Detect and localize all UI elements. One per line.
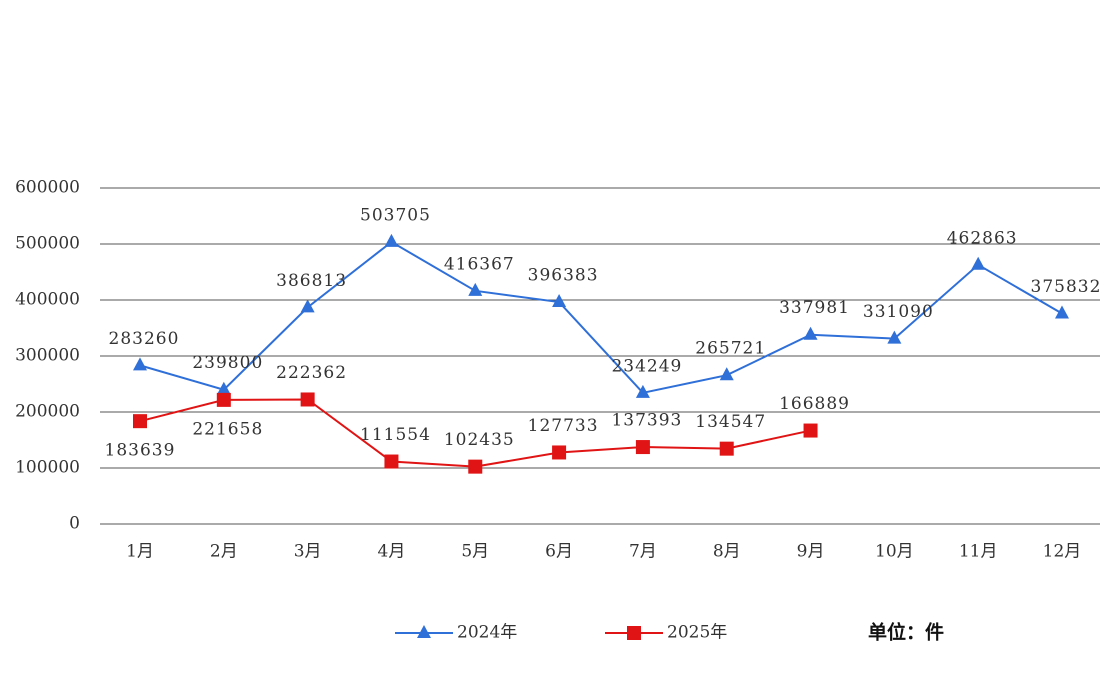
point — [803, 326, 818, 340]
x-tick-label: 5月 — [461, 542, 489, 562]
data-label: 183639 — [105, 441, 176, 461]
point — [468, 459, 483, 474]
series-line — [139, 240, 1063, 394]
point — [635, 384, 650, 398]
legend-label: 2024年 — [457, 623, 517, 643]
data-label: 416367 — [444, 254, 515, 274]
point — [384, 454, 399, 469]
point — [887, 330, 902, 344]
data-label: 337981 — [779, 298, 850, 318]
y-tick-label: 400000 — [15, 290, 80, 310]
data-label: 503705 — [360, 205, 431, 225]
data-label: 111554 — [360, 425, 431, 445]
point — [133, 357, 147, 371]
x-tick-label: 6月 — [545, 542, 573, 562]
x-tick-label: 4月 — [378, 542, 406, 562]
x-tick-label: 8月 — [713, 542, 741, 562]
point — [1055, 305, 1069, 319]
data-label: 221658 — [192, 419, 263, 439]
x-tick-label: 3月 — [294, 542, 322, 562]
data-label: 239800 — [192, 353, 263, 373]
data-label: 462863 — [947, 228, 1018, 248]
data-label: 386813 — [276, 271, 347, 291]
point — [552, 445, 567, 460]
x-tick-label: 9月 — [797, 542, 825, 562]
point — [803, 423, 818, 438]
point — [216, 392, 231, 407]
point — [300, 392, 315, 407]
data-label: 127733 — [528, 416, 599, 436]
data-label: 166889 — [779, 394, 850, 414]
data-label: 265721 — [695, 339, 766, 359]
x-tick-label: 10月 — [875, 542, 914, 562]
point — [384, 233, 399, 247]
y-tick-label: 0 — [69, 514, 80, 534]
data-label: 396383 — [528, 266, 599, 286]
data-label: 283260 — [109, 329, 180, 349]
legend-marker — [627, 626, 641, 640]
x-tick-label: 7月 — [629, 542, 657, 562]
x-tick-label: 12月 — [1043, 542, 1082, 562]
y-tick-label: 600000 — [15, 178, 80, 198]
data-label: 234249 — [611, 356, 682, 376]
data-label: 134547 — [695, 412, 766, 432]
legend-label: 2025年 — [667, 623, 727, 643]
y-tick-label: 200000 — [15, 402, 80, 422]
point — [300, 299, 315, 313]
data-label: 331090 — [863, 302, 934, 322]
x-tick-label: 2月 — [210, 542, 238, 562]
point — [216, 381, 231, 395]
point — [468, 282, 483, 296]
point — [552, 294, 567, 308]
point — [635, 440, 650, 455]
x-tick-label: 1月 — [126, 542, 154, 562]
point — [133, 414, 147, 429]
y-tick-label: 300000 — [15, 346, 80, 366]
data-label: 375832 — [1031, 277, 1102, 297]
point — [719, 441, 734, 456]
data-label: 137393 — [611, 411, 682, 431]
x-tick-label: 11月 — [959, 542, 998, 562]
y-tick-label: 500000 — [15, 234, 80, 254]
data-label: 222362 — [276, 363, 347, 383]
point — [971, 256, 986, 270]
legend-marker — [417, 625, 431, 638]
unit-note: 单位：件 — [868, 621, 944, 644]
point — [719, 367, 734, 381]
y-tick-label: 100000 — [15, 458, 80, 478]
data-label: 102435 — [444, 430, 515, 450]
